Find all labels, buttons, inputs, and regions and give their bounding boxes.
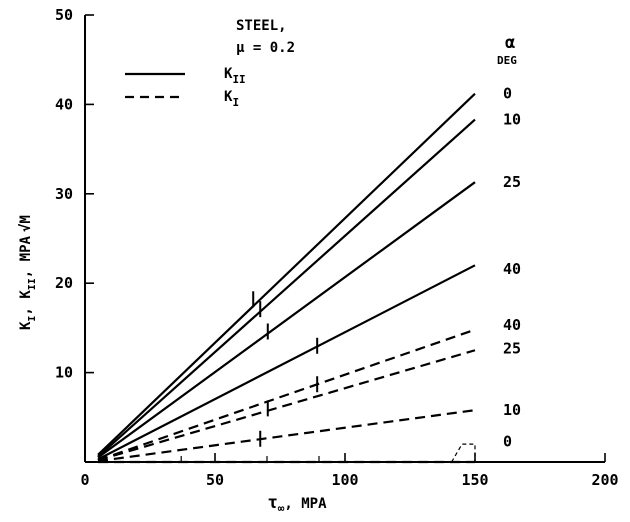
y-tick-label: 50 bbox=[55, 6, 73, 24]
series-line-kii-alpha-10 bbox=[97, 118, 476, 458]
series-line-kii-alpha-25 bbox=[97, 181, 476, 459]
legend-alpha-symbol: α bbox=[505, 33, 515, 53]
x-tick-label: 200 bbox=[591, 471, 618, 489]
plot-area: 0 10 25 40 40 25 10 0 bbox=[97, 85, 521, 464]
series-line-kii-alpha-40 bbox=[97, 264, 476, 461]
legend-solid-label: KII bbox=[224, 66, 246, 86]
y-axis-title: KI, KII, MPA√M bbox=[18, 215, 38, 330]
legend-mu: μ = 0.2 bbox=[236, 40, 295, 56]
y-tick-label: 10 bbox=[55, 364, 73, 382]
series-label-alpha-25: 25 bbox=[503, 173, 521, 191]
x-tick-label: 150 bbox=[461, 471, 488, 489]
legend: STEEL, μ = 0.2 KII KI α DEG bbox=[125, 18, 517, 109]
series-line-ki-alpha-40 bbox=[97, 328, 476, 462]
series-label-alpha-25: 25 bbox=[503, 339, 521, 357]
y-tick-label: 30 bbox=[55, 185, 73, 203]
y-tick-label: 20 bbox=[55, 274, 73, 292]
series-label-alpha-10: 10 bbox=[503, 111, 521, 129]
series-label-alpha-40: 40 bbox=[503, 316, 521, 334]
x-tick-label: 0 bbox=[80, 471, 89, 489]
series-label-alpha-0: 0 bbox=[503, 85, 512, 103]
series-label-alpha-10: 10 bbox=[503, 401, 521, 419]
legend-material: STEEL, bbox=[236, 18, 287, 34]
series-line-ki-alpha-10 bbox=[97, 409, 476, 463]
legend-alpha-unit: DEG bbox=[497, 54, 517, 67]
series-line-ki-alpha-25 bbox=[97, 349, 476, 462]
series-line-kii-alpha-0 bbox=[97, 92, 476, 456]
series-label-alpha-0: 0 bbox=[503, 432, 512, 450]
x-tick-label: 100 bbox=[331, 471, 358, 489]
legend-dashed-label: KI bbox=[224, 89, 239, 109]
axes bbox=[84, 15, 605, 463]
x-tick-label: 50 bbox=[206, 471, 224, 489]
x-axis-title: τ∞, MPA bbox=[267, 493, 327, 515]
series-end-bracket bbox=[451, 443, 476, 463]
series-label-alpha-40: 40 bbox=[503, 260, 521, 278]
y-tick-label: 40 bbox=[55, 95, 73, 113]
